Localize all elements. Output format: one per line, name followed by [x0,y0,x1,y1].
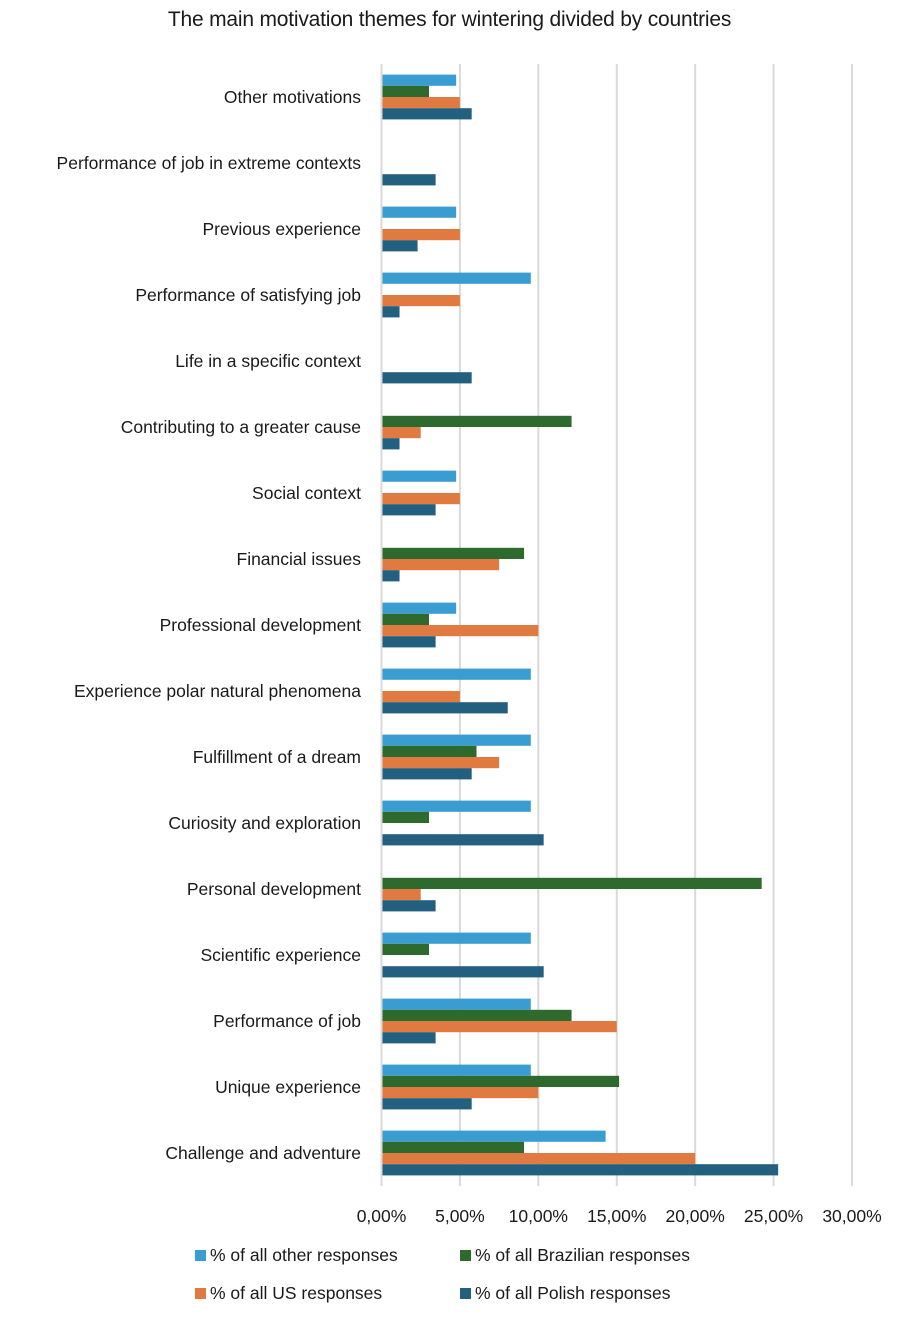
legend-swatch-us [195,1288,206,1299]
bar [382,625,539,637]
category-label: Professional development [160,615,362,635]
bar [382,1021,617,1033]
bar [382,943,430,955]
x-tick-label: 15,00% [587,1206,646,1226]
x-tick-label: 0,00% [357,1206,407,1226]
bar [382,702,508,714]
legend-item-us: % of all US responses [195,1283,382,1304]
x-axis-tick-labels: 0,00% 5,00% 10,00% 15,00% 20,00% 25,00% 30,00% [357,1206,882,1226]
bar [382,613,430,625]
category-label: Performance of job in extreme contexts [57,153,362,173]
bar [382,1009,572,1021]
legend-swatch-brazilian [460,1250,471,1261]
bar [382,932,531,944]
legend-label-other: % of all other responses [210,1245,398,1265]
bar [382,295,460,307]
chart-title: The main motivation themes for wintering… [167,8,732,31]
bar [382,438,400,450]
bar [382,547,525,559]
category-label: Scientific experience [201,945,362,965]
bar [382,834,544,846]
bar [382,108,472,120]
bar [382,206,457,218]
bar [382,1087,539,1099]
category-label: Life in a specific context [175,351,361,371]
bar [382,427,421,439]
category-label: Challenge and adventure [165,1143,361,1163]
bar [382,240,418,252]
legend-label-polish: % of all Polish responses [475,1283,671,1303]
bar [382,493,460,505]
category-label: Unique experience [215,1077,361,1097]
category-label: Curiosity and exploration [168,813,361,833]
x-tick-label: 10,00% [509,1206,568,1226]
bar [382,757,500,769]
bar [382,306,400,318]
bar [382,174,436,186]
bar [382,636,436,648]
bar [382,1098,472,1110]
bar [382,74,457,86]
category-label: Fulfillment of a dream [193,747,361,767]
bar [382,85,430,97]
legend-item-brazilian: % of all Brazilian responses [460,1245,690,1266]
bar [382,1130,606,1142]
bar [382,1164,779,1176]
category-label: Financial issues [237,549,362,569]
bar [382,800,531,812]
legend-label-us: % of all US responses [210,1283,383,1303]
x-tick-label: 25,00% [744,1206,803,1226]
bar [382,1032,436,1044]
bar [382,97,460,109]
bar [382,1141,525,1153]
legend-label-brazilian: % of all Brazilian responses [475,1245,690,1265]
bar [382,811,430,823]
category-label: Experience polar natural phenomena [74,681,361,701]
category-label: Performance of job [213,1011,361,1031]
bar [382,372,472,384]
bar [382,470,457,482]
category-label: Performance of satisfying job [135,285,361,305]
chart-plot-area: Other motivations Performance of job in e… [57,64,882,1226]
x-tick-label: 20,00% [665,1206,724,1226]
bar [382,691,460,703]
category-label: Previous experience [202,219,361,239]
legend-swatch-polish [460,1288,471,1299]
bar [382,1153,696,1165]
category-label: Social context [252,483,361,503]
x-tick-label: 30,00% [822,1206,881,1226]
bar [382,1075,620,1087]
category-label: Personal development [187,879,361,899]
bar [382,570,400,582]
bar [382,602,457,614]
bar [382,966,544,978]
category-label: Other motivations [224,87,361,107]
bar [382,998,531,1010]
bars [382,74,779,1176]
legend-item-polish: % of all Polish responses [460,1283,671,1304]
bar [382,668,531,680]
bar [382,889,421,901]
bar [382,229,460,241]
legend-swatch-other [195,1250,206,1261]
bar [382,768,472,780]
category-labels: Other motivations Performance of job in e… [57,87,362,1163]
bar [382,877,762,889]
bar [382,900,436,912]
category-label: Contributing to a greater cause [121,417,361,437]
legend-item-other: % of all other responses [195,1245,398,1266]
bar [382,415,572,427]
bar [382,559,500,571]
bar [382,734,531,746]
bar [382,272,531,284]
bar [382,1064,531,1076]
bar [382,504,436,516]
bar [382,745,477,757]
x-tick-label: 5,00% [435,1206,485,1226]
